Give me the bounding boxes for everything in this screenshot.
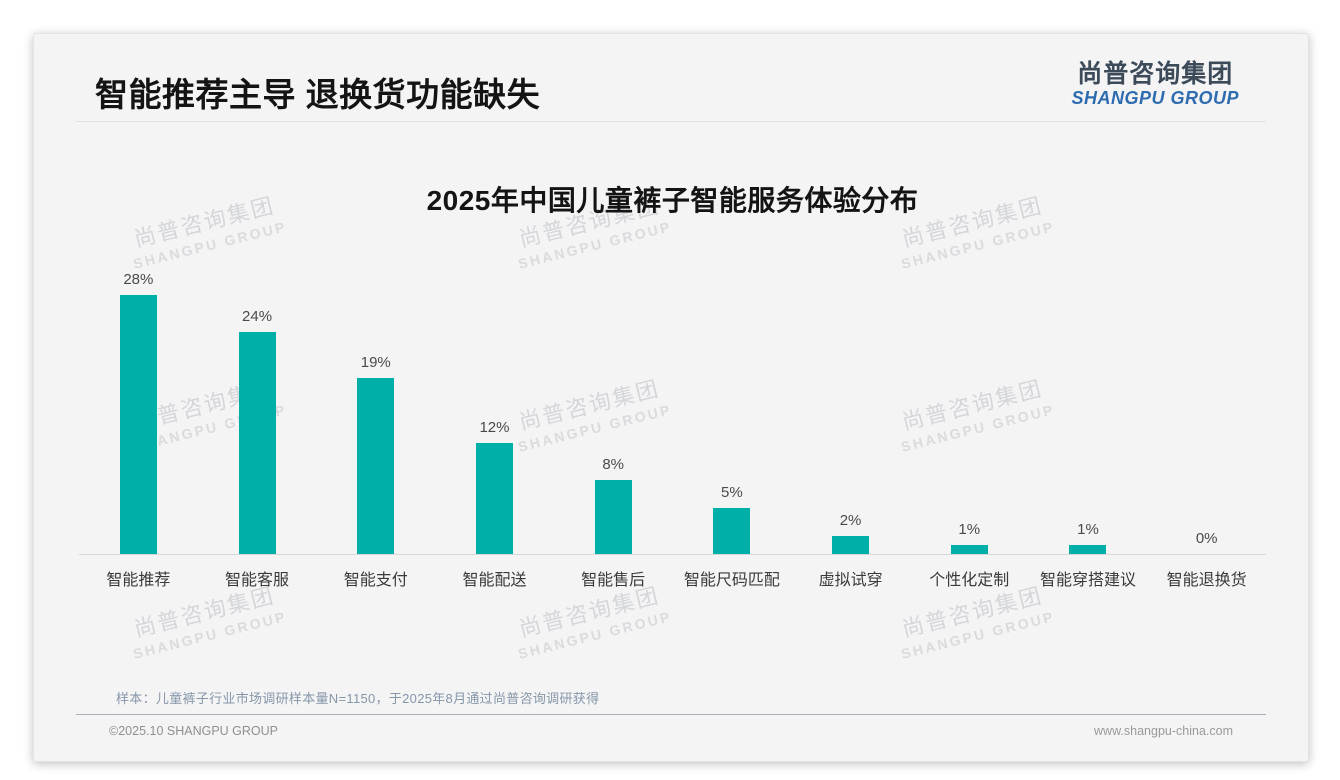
footer-divider (76, 714, 1266, 715)
header-divider (76, 121, 1266, 122)
category-label: 智能支付 (343, 572, 408, 589)
bar-column: 19% (316, 354, 435, 554)
bar-value-label: 12% (479, 419, 510, 436)
chart-title: 2025年中国儿童裤子智能服务体验分布 (426, 185, 919, 216)
footer-website: www.shangpu-china.com (1094, 724, 1233, 738)
watermark-en-text: SHANGPU GROUP (899, 608, 1057, 662)
bar-value-label: 1% (958, 520, 981, 538)
footer-copyright: ©2025.10 SHANGPU GROUP (109, 724, 278, 738)
bar (357, 378, 395, 554)
bar-column: 1% (910, 521, 1029, 554)
bar-column: 0% (1147, 530, 1266, 554)
bar-value-label: 19% (360, 354, 391, 372)
category-label: 个性化定制 (929, 572, 1010, 589)
bar (950, 544, 988, 554)
bar-value-label: 24% (242, 308, 273, 325)
category-label: 智能推荐 (106, 572, 171, 589)
bar (713, 507, 751, 554)
x-axis-labels: 智能推荐 智能客服 智能支付 智能配送 智能售后 智能尺码匹配 虚拟试穿 个性化定制 智能穿搭建… (79, 571, 1266, 590)
bar (119, 295, 157, 554)
watermark-en-text: SHANGPU GROUP (516, 608, 674, 662)
page-title: 智能推荐主导 退换货功能缺失 (95, 76, 541, 113)
bar-value-label: 0% (1195, 530, 1218, 547)
bar-value-label: 8% (602, 456, 624, 473)
bar (832, 535, 870, 554)
slide-card: 尚普咨询集团 SHANGPU GROUP 尚普咨询集团 SHANGPU GROUP 尚普… (33, 33, 1309, 762)
category-label: 智能配送 (462, 572, 527, 589)
bar-value-label: 5% (721, 483, 743, 501)
bar (594, 480, 632, 554)
sample-note: 样本：儿童裤子行业市场调研样本量N=1150，于2025年8月通过尚普咨询调研获… (116, 691, 600, 706)
bar-column: 28% (79, 271, 198, 554)
category-label: 智能穿搭建议 (1039, 572, 1136, 589)
logo-en-text: SHANGPU GROUP (1071, 87, 1239, 108)
bar (1069, 544, 1107, 554)
category-label: 智能售后 (581, 572, 646, 589)
bar-column: 8% (554, 456, 673, 554)
bar (238, 332, 276, 554)
chart-plot-area: 28% 24% 19% 12% 8% 5% 2% 1% 1% 0% (79, 264, 1266, 554)
bar (475, 443, 513, 554)
bar-value-label: 2% (839, 511, 862, 529)
category-label: 智能退换货 (1166, 572, 1247, 589)
bar-column: 24% (198, 308, 317, 554)
bar-column: 5% (673, 484, 792, 554)
bar-column: 2% (791, 511, 910, 554)
logo-cn-text: 尚普咨询集团 (1077, 60, 1234, 88)
category-label: 智能尺码匹配 (683, 572, 780, 589)
category-label: 智能客服 (225, 572, 290, 589)
category-label: 虚拟试穿 (818, 572, 883, 589)
bar-value-label: 1% (1077, 520, 1099, 538)
company-logo: 尚普咨询集团 SHANGPU GROUP (1071, 60, 1239, 109)
bar-column: 1% (1029, 521, 1148, 554)
bar-column: 12% (435, 419, 554, 554)
watermark-en-text: SHANGPU GROUP (131, 608, 289, 662)
x-axis-line (79, 554, 1266, 555)
bar-value-label: 28% (123, 271, 154, 288)
